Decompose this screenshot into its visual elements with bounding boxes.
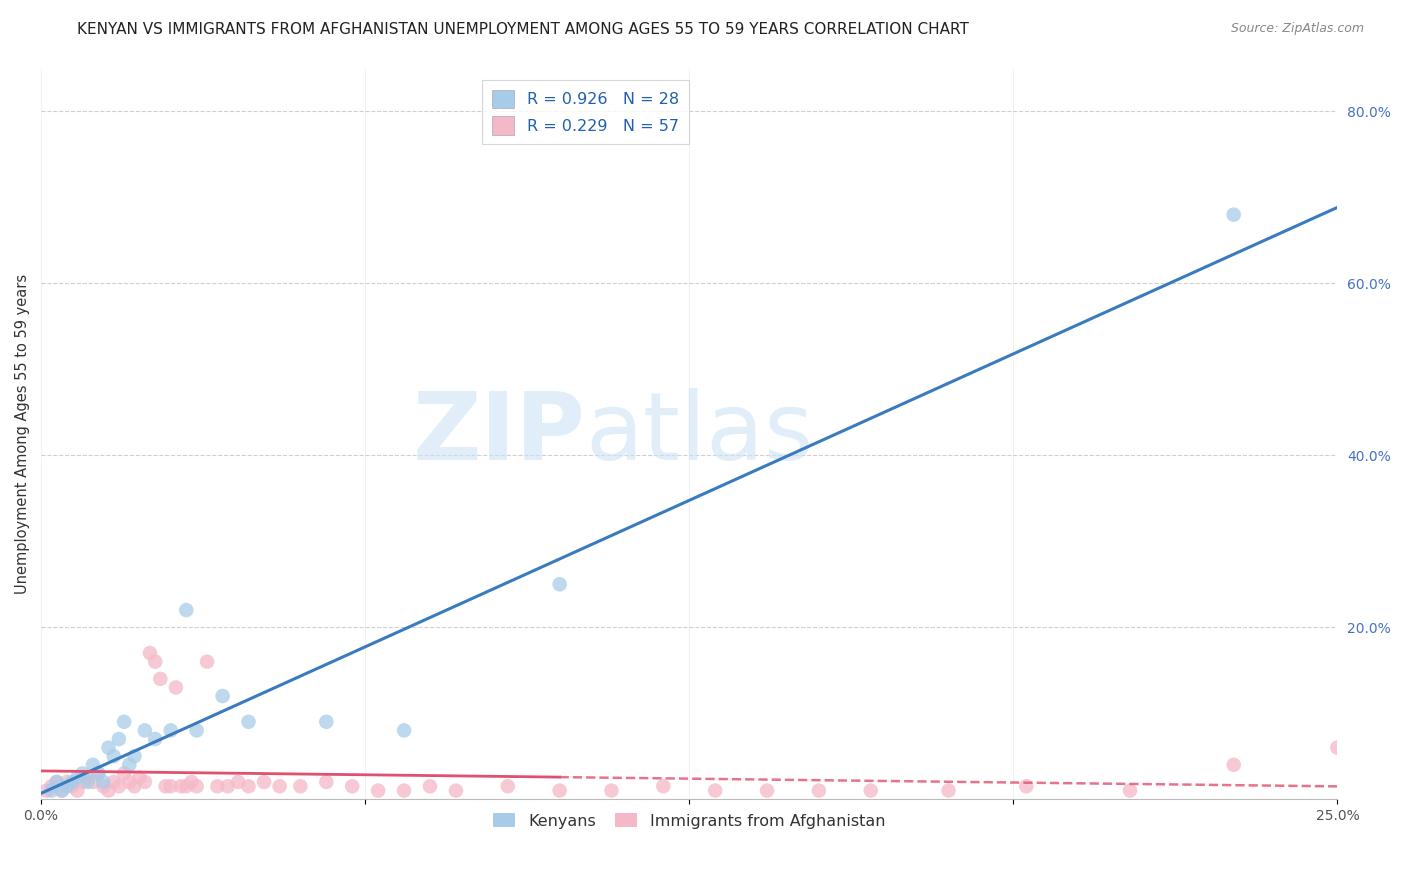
Point xyxy=(82,775,104,789)
Point xyxy=(155,779,177,793)
Point xyxy=(66,783,89,797)
Text: ZIP: ZIP xyxy=(413,388,585,480)
Point xyxy=(217,779,239,793)
Point xyxy=(859,783,882,797)
Point xyxy=(134,723,156,738)
Point xyxy=(180,775,202,789)
Point xyxy=(367,783,389,797)
Text: atlas: atlas xyxy=(585,388,814,480)
Point xyxy=(176,603,198,617)
Point xyxy=(159,723,181,738)
Point xyxy=(103,749,125,764)
Point xyxy=(112,766,135,780)
Point xyxy=(211,689,233,703)
Text: KENYAN VS IMMIGRANTS FROM AFGHANISTAN UNEMPLOYMENT AMONG AGES 55 TO 59 YEARS COR: KENYAN VS IMMIGRANTS FROM AFGHANISTAN UN… xyxy=(77,22,969,37)
Point xyxy=(56,779,79,793)
Point xyxy=(807,783,830,797)
Point xyxy=(72,775,94,789)
Point xyxy=(938,783,960,797)
Point xyxy=(1222,757,1244,772)
Point xyxy=(66,771,89,785)
Point xyxy=(149,672,172,686)
Point xyxy=(124,779,146,793)
Point xyxy=(87,766,110,780)
Point xyxy=(1015,779,1038,793)
Point xyxy=(238,714,260,729)
Point xyxy=(76,775,98,789)
Point xyxy=(419,779,441,793)
Point xyxy=(342,779,364,793)
Point xyxy=(118,757,141,772)
Point xyxy=(290,779,312,793)
Point xyxy=(195,655,218,669)
Point xyxy=(51,783,73,797)
Point xyxy=(315,714,337,729)
Point xyxy=(82,757,104,772)
Point xyxy=(45,775,67,789)
Point xyxy=(91,775,114,789)
Point xyxy=(496,779,519,793)
Point xyxy=(392,723,415,738)
Point xyxy=(1222,208,1244,222)
Point xyxy=(56,775,79,789)
Legend: Kenyans, Immigrants from Afghanistan: Kenyans, Immigrants from Afghanistan xyxy=(486,806,891,835)
Point xyxy=(60,779,83,793)
Point xyxy=(186,779,208,793)
Point xyxy=(392,783,415,797)
Point xyxy=(756,783,779,797)
Point xyxy=(143,731,166,746)
Point xyxy=(45,775,67,789)
Point xyxy=(139,646,162,660)
Point xyxy=(97,740,120,755)
Point xyxy=(35,783,58,797)
Point xyxy=(159,779,181,793)
Point xyxy=(108,731,131,746)
Point xyxy=(444,783,467,797)
Point xyxy=(600,783,623,797)
Point xyxy=(652,779,675,793)
Point xyxy=(548,783,571,797)
Point xyxy=(51,783,73,797)
Point xyxy=(176,779,198,793)
Point xyxy=(87,766,110,780)
Point xyxy=(704,783,727,797)
Point xyxy=(103,775,125,789)
Point xyxy=(97,783,120,797)
Point xyxy=(108,779,131,793)
Point xyxy=(124,749,146,764)
Point xyxy=(1119,783,1142,797)
Point xyxy=(186,723,208,738)
Point xyxy=(60,775,83,789)
Text: Source: ZipAtlas.com: Source: ZipAtlas.com xyxy=(1230,22,1364,36)
Point xyxy=(91,779,114,793)
Point xyxy=(207,779,229,793)
Point xyxy=(134,775,156,789)
Point xyxy=(253,775,276,789)
Point xyxy=(548,577,571,591)
Point xyxy=(128,771,150,785)
Point xyxy=(315,775,337,789)
Point xyxy=(143,655,166,669)
Point xyxy=(226,775,249,789)
Point xyxy=(41,779,63,793)
Point xyxy=(72,766,94,780)
Point xyxy=(118,775,141,789)
Point xyxy=(112,714,135,729)
Point xyxy=(165,681,187,695)
Point xyxy=(76,771,98,785)
Point xyxy=(238,779,260,793)
Point xyxy=(41,783,63,797)
Point xyxy=(170,779,193,793)
Point xyxy=(1326,740,1348,755)
Point xyxy=(269,779,291,793)
Y-axis label: Unemployment Among Ages 55 to 59 years: Unemployment Among Ages 55 to 59 years xyxy=(15,274,30,594)
